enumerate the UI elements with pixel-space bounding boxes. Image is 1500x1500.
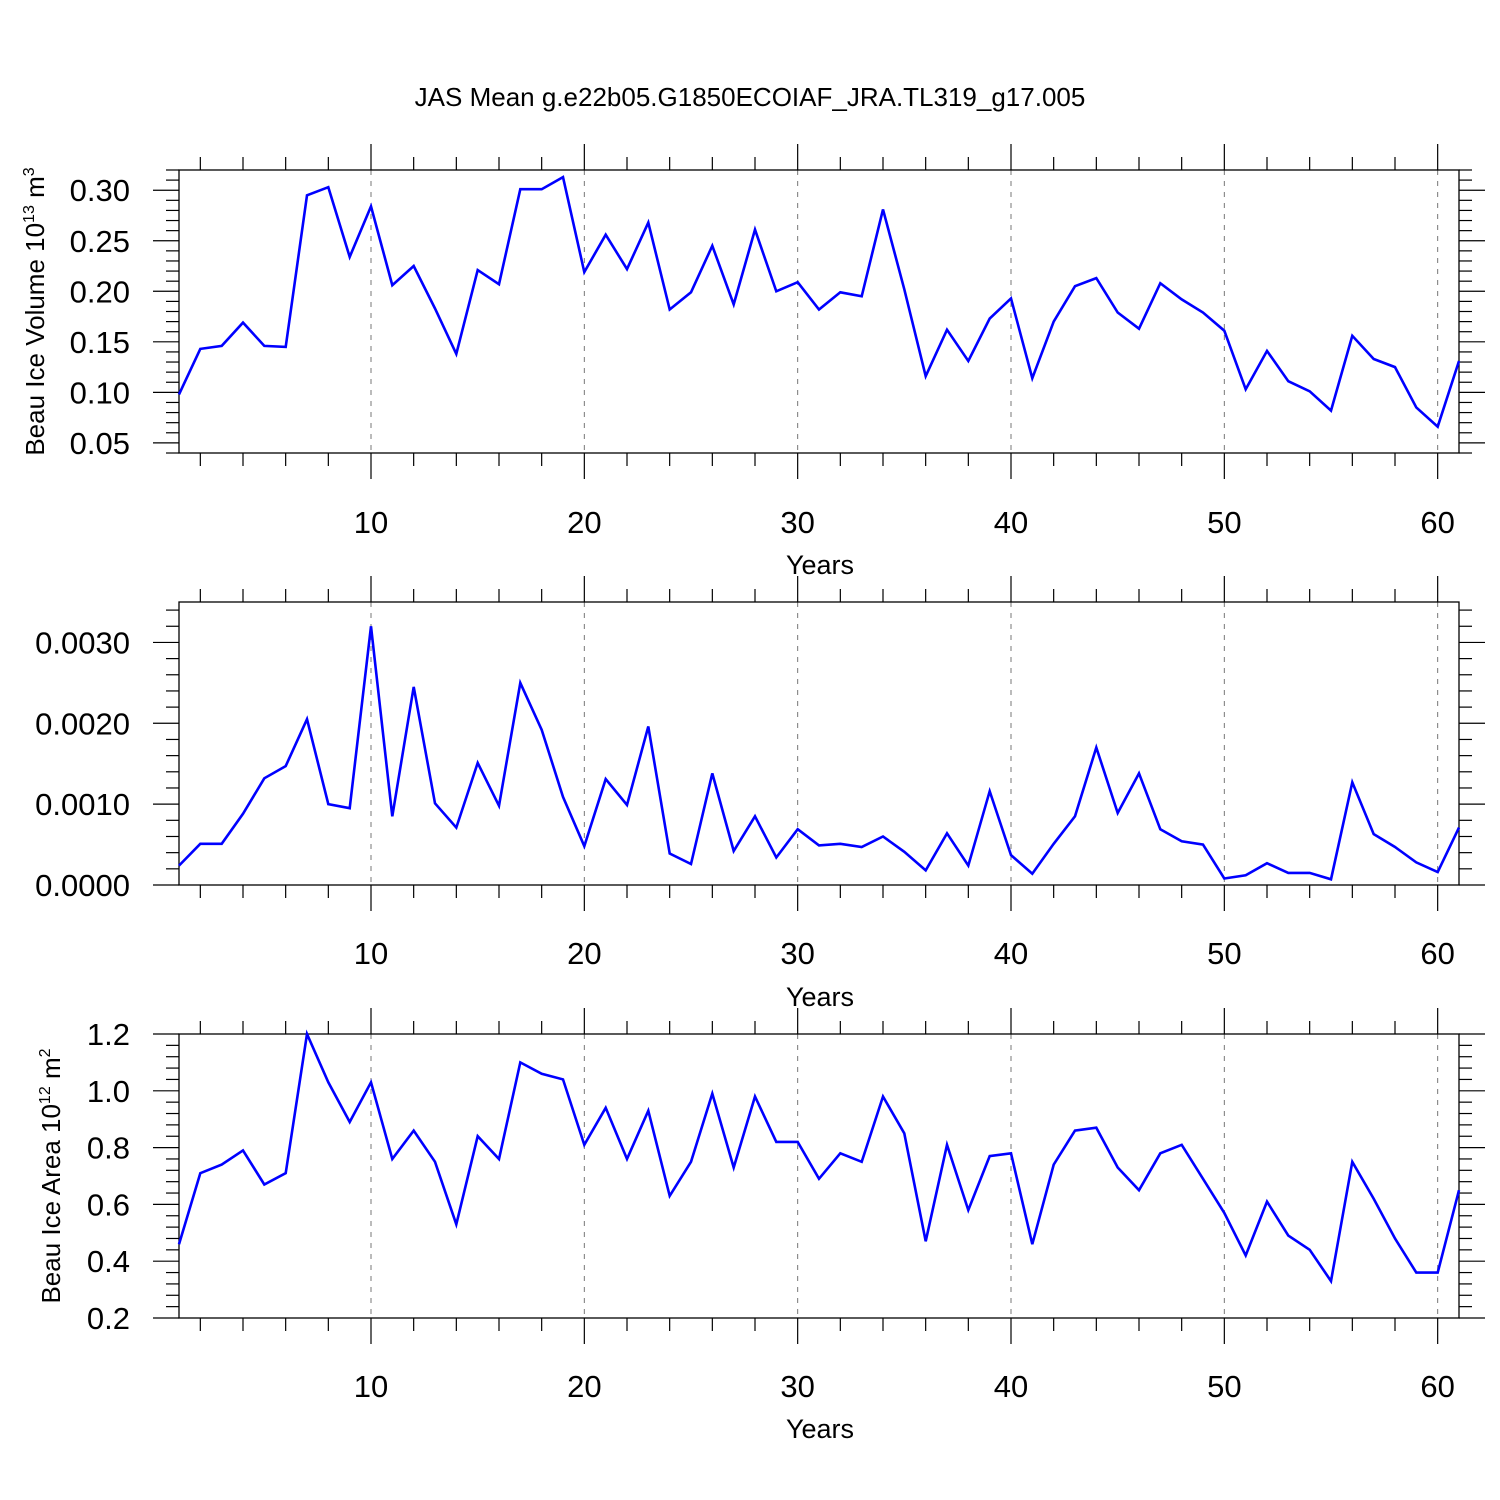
x-axis-label: Years: [786, 1414, 854, 1444]
y-tick-label: 0.15: [70, 325, 130, 360]
y-tick-label: 0.20: [70, 274, 130, 309]
y-axis-label-part: Beau Ice Area 10: [36, 1104, 66, 1303]
chart-panel-3: 10 20 30 40 50 60 0.2 0.4 0.6 0.8 1.0 1.2 Years Beau …: [36, 1008, 1485, 1444]
x-axis-label: Years: [786, 982, 854, 1012]
chart-panel-2: 10 20 30 40 50 60 0.0000 0.0010 0.0020 0.0030 Year…: [35, 576, 1485, 1012]
plot-frame: [178, 1033, 1460, 1319]
y-tick-label: 0.25: [70, 224, 130, 259]
y-axis-label-part: m: [36, 1057, 66, 1086]
x-tick-label: 20: [567, 1369, 601, 1404]
y-tick-label: 0.10: [70, 375, 130, 410]
y-axis-label-part: m: [20, 176, 50, 205]
y-tick-label: 0.8: [87, 1131, 130, 1166]
x-tick-label: 10: [354, 1369, 388, 1404]
x-tick-label: 40: [994, 936, 1028, 971]
y-axis-label: Beau Ice Volume 1013 m3: [20, 167, 50, 455]
y-axis-label-superscript: 13: [21, 205, 38, 223]
x-tick-label: 60: [1420, 505, 1454, 540]
x-tick-label: 20: [567, 505, 601, 540]
x-tick-label: 20: [567, 936, 601, 971]
x-tick-label: 30: [780, 505, 814, 540]
y-tick-label: 1.2: [87, 1017, 130, 1052]
x-tick-label: 50: [1207, 1369, 1241, 1404]
x-tick-label: 40: [994, 505, 1028, 540]
y-tick-label: 0.30: [70, 173, 130, 208]
x-tick-label: 40: [994, 1369, 1028, 1404]
y-axis-label-part: Beau Ice Volume 10: [20, 223, 50, 456]
y-axis-label-superscript: 3: [21, 167, 38, 176]
x-tick-label: 10: [354, 936, 388, 971]
y-axis-label-superscript: 12: [37, 1086, 54, 1104]
y-axis-label: Beau Ice Area 1012 m2: [36, 1048, 66, 1303]
x-tick-label: 10: [354, 505, 388, 540]
plot-frame: [178, 601, 1460, 886]
y-tick-label: 0.2: [87, 1301, 130, 1336]
x-tick-label: 30: [780, 936, 814, 971]
x-tick-label: 30: [780, 1369, 814, 1404]
x-tick-label: 60: [1420, 1369, 1454, 1404]
series-line-1: [178, 626, 1461, 881]
y-tick-label: 0.05: [70, 426, 130, 461]
x-axis-label: Years: [786, 550, 854, 580]
y-tick-label: 0.0020: [35, 706, 130, 741]
y-tick-label: 0.6: [87, 1187, 130, 1222]
chart-panel-1: 10 20 30 40 50 60 0.05 0.10 0.15 0.20 0.25 0.30 Year…: [20, 144, 1485, 580]
y-tick-label: 0.0000: [35, 868, 130, 903]
chart-panels: 10 20 30 40 50 60 0.05 0.10 0.15 0.20 0.25 0.30 Year…: [20, 144, 1485, 1444]
y-tick-label: 0.0010: [35, 787, 130, 822]
figure-title: JAS Mean g.e22b05.G1850ECOIAF_JRA.TL319_…: [415, 82, 1086, 112]
y-tick-label: 0.4: [87, 1244, 130, 1279]
y-tick-label: 1.0: [87, 1074, 130, 1109]
y-axis-label-superscript: 2: [37, 1048, 54, 1057]
x-tick-label: 50: [1207, 936, 1241, 971]
series-line-1: [177, 1029, 1461, 1285]
x-tick-label: 50: [1207, 505, 1241, 540]
y-tick-label: 0.0030: [35, 625, 130, 660]
plot-frame: [178, 169, 1460, 454]
series-line-1: [177, 175, 1461, 430]
x-tick-label: 60: [1420, 936, 1454, 971]
